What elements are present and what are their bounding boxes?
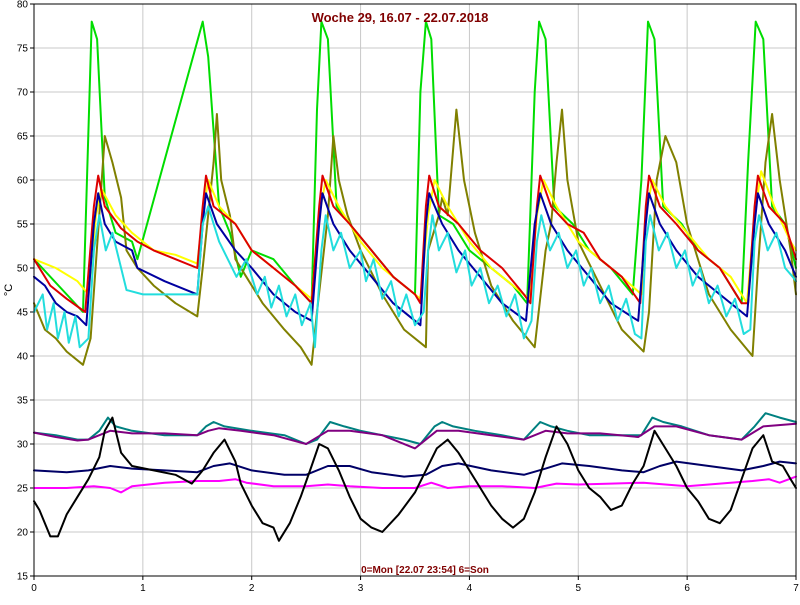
chart-title: Woche 29, 16.07 - 22.07.2018 <box>312 10 489 25</box>
y-tick-label: 40 <box>17 352 29 363</box>
y-tick-label: 60 <box>17 176 29 187</box>
x-tick-label: 7 <box>793 583 799 594</box>
series-line-2 <box>33 108 797 366</box>
x-axis-ticks: 0 1 2 3 4 5 6 7 <box>31 576 799 594</box>
x-tick-label: 5 <box>576 583 582 594</box>
x-tick-label: 0 <box>31 583 37 594</box>
y-axis-ticks: 15 20 25 30 35 40 45 50 55 60 65 70 75 80 <box>17 0 34 583</box>
series-line-10 <box>33 475 797 494</box>
y-tick-label: 15 <box>17 572 29 583</box>
series-line-4 <box>33 174 797 313</box>
y-tick-label: 75 <box>17 44 29 55</box>
y-tick-label: 50 <box>17 264 29 275</box>
series-line-6 <box>33 205 797 349</box>
y-tick-label: 30 <box>17 440 29 451</box>
y-tick-label: 55 <box>17 220 29 231</box>
y-tick-label: 45 <box>17 308 29 319</box>
series-line-9 <box>33 460 797 478</box>
y-tick-label: 70 <box>17 88 29 99</box>
series-line-8 <box>33 422 797 450</box>
x-tick-label: 2 <box>249 583 255 594</box>
series-layer <box>33 20 797 542</box>
y-tick-label: 35 <box>17 396 29 407</box>
plot-border <box>33 3 797 577</box>
series-line-7 <box>33 412 797 445</box>
series-line-11 <box>33 416 797 542</box>
y-tick-label: 20 <box>17 528 29 539</box>
x-tick-label: 6 <box>684 583 690 594</box>
x-tick-label: 3 <box>358 583 364 594</box>
y-axis-label: °C <box>3 284 15 296</box>
y-tick-label: 80 <box>17 0 29 11</box>
y-tick-label: 65 <box>17 132 29 143</box>
x-tick-label: 1 <box>140 583 146 594</box>
chart-footnote: 0=Mon [22.07 23:54] 6=Son <box>361 565 489 576</box>
y-tick-label: 25 <box>17 484 29 495</box>
series-line-5 <box>33 192 797 327</box>
x-tick-label: 4 <box>467 583 473 594</box>
